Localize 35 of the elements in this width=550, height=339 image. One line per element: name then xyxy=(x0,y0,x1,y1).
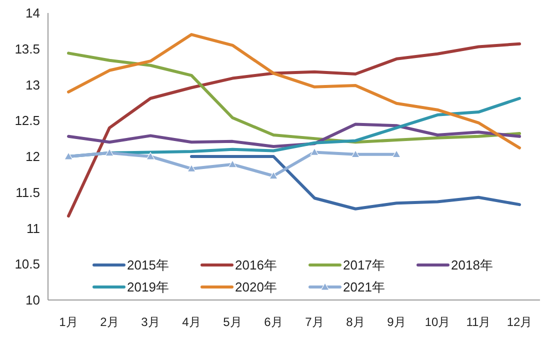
xtick: 4月 xyxy=(182,315,201,329)
xtick: 8月 xyxy=(346,315,365,329)
xtick: 2月 xyxy=(100,315,119,329)
xtick: 9月 xyxy=(387,315,406,329)
ytick: 10 xyxy=(26,292,40,308)
point xyxy=(392,150,401,158)
ytick: 12.5 xyxy=(14,113,40,128)
xtick: 11月 xyxy=(466,315,491,329)
legend-label: 2017年 xyxy=(343,258,385,272)
ytick: 11.5 xyxy=(16,184,40,200)
point xyxy=(105,148,114,156)
xtick: 5月 xyxy=(223,315,242,329)
ytick: 14 xyxy=(26,6,40,20)
legend-label: 2021年 xyxy=(343,280,385,294)
legend-label: 2015年 xyxy=(127,258,169,272)
ytick: 13 xyxy=(26,77,40,92)
point xyxy=(64,152,73,160)
point xyxy=(228,160,237,168)
legend-label: 2019年 xyxy=(127,280,169,294)
xtick: 7月 xyxy=(305,315,324,329)
xtick: 1月 xyxy=(59,315,78,329)
point xyxy=(351,150,360,158)
xtick: 6月 xyxy=(264,315,283,329)
ytick: 13.5 xyxy=(14,41,40,56)
ytick: 10.5 xyxy=(14,256,40,272)
xtick: 12月 xyxy=(506,315,532,329)
point xyxy=(269,172,278,180)
xtick: 10月 xyxy=(424,315,450,329)
point xyxy=(146,152,155,160)
legend-label: 2016年 xyxy=(235,258,277,272)
ytick: 12 xyxy=(26,149,40,164)
ytick: 11 xyxy=(26,220,40,236)
legend-label: 2018年 xyxy=(451,258,493,272)
legend-label: 2020年 xyxy=(235,280,277,294)
xtick: 3月 xyxy=(141,315,160,329)
